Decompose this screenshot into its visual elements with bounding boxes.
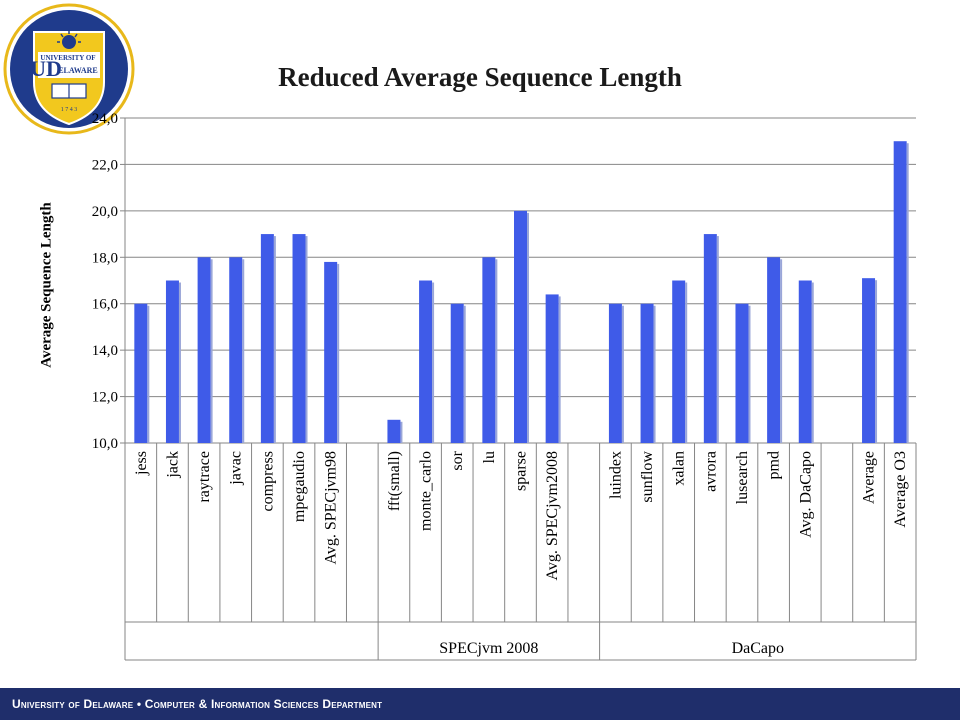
category-label: xalan [671,451,688,486]
category-label: Avg. SPECjvm2008 [544,451,561,581]
bar-shadow [653,305,656,443]
bar-shadow [811,282,814,443]
y-tick-label: 14,0 [92,343,118,359]
y-tick-label: 16,0 [92,297,118,313]
bar-shadow [780,259,783,443]
category-label: javac [228,451,245,486]
bar-shadow [242,259,245,443]
footer-text: University of Delaware • Computer & Info… [12,697,383,711]
y-tick-label: 24,0 [92,111,118,127]
bar-shadow [210,259,213,443]
y-tick-label: 10,0 [92,436,118,452]
bar-shadow [178,282,181,443]
bar-chart: 10,0 12,0 14,0 16,0 18,0 20,0 22,0 24,0 SPECjvm … [92,111,917,661]
chart-title: Reduced Average Sequence Length [278,62,682,92]
y-tick-label: 22,0 [92,157,118,173]
bar-shadow [875,280,878,443]
bar [893,141,907,443]
bar [735,303,749,443]
bar [292,234,306,443]
bar [229,257,243,443]
bar [672,280,686,443]
bar-shadow [273,236,276,443]
university-logo: UNIVERSITY OF UD ELAWARE 1 7 4 3 [3,3,135,135]
category-label: pmd [766,451,783,479]
bar [419,280,433,443]
group-label: SPECjvm 2008 [439,640,538,657]
category-label: Average O3 [892,451,909,528]
category-label: lusearch [734,451,751,504]
bar-shadow [906,143,909,443]
category-label: fft(small) [386,451,403,511]
bar-shadow [527,212,529,443]
category-label: compress [259,451,276,511]
y-tick-label: 18,0 [92,250,118,266]
bar-shadow [147,305,150,443]
category-label: Avg. DaCapo [797,451,814,538]
category-label: avrora [702,451,719,492]
bar [608,303,622,443]
category-label: sunflow [639,451,656,503]
bar [387,419,401,443]
bar [260,234,274,443]
y-tick-label: 20,0 [92,204,118,220]
bar [640,303,654,443]
svg-text:ELAWARE: ELAWARE [58,66,98,75]
category-label: monte_carlo [418,451,435,531]
footer-bar: University of Delaware • Computer & Info… [0,688,960,720]
bar [862,278,876,443]
bar [703,234,717,443]
category-label: raytrace [196,451,213,503]
bar-shadow [716,236,719,443]
bar-shadow [685,282,688,443]
bar-shadow [463,305,466,443]
bar [482,257,496,443]
category-label: lu [481,451,498,463]
category-label: luindex [607,451,624,499]
bar-shadow [305,236,308,443]
bar [798,280,812,443]
y-tick-label: 12,0 [92,390,118,406]
category-label: jack [164,451,181,479]
bar [514,210,527,443]
bar-shadow [400,421,403,443]
bar [324,261,338,443]
bar-shadow [432,282,435,443]
category-label: Avg. SPECjvm98 [323,451,340,565]
group-label: DaCapo [732,640,784,657]
svg-text:UD: UD [30,56,62,81]
bar-shadow [748,305,751,443]
svg-text:UNIVERSITY OF: UNIVERSITY OF [40,54,95,62]
category-label: Average [861,451,878,504]
bar [545,294,559,443]
category-label: sor [449,450,466,470]
bar-shadow [337,263,340,443]
category-label: mpegaudio [291,451,308,522]
svg-text:1 7 4 3: 1 7 4 3 [61,107,78,113]
bar-shadow [558,296,561,443]
bar [134,303,148,443]
category-label: jess [133,451,150,476]
bar-shadow [621,305,624,443]
bar-shadow [495,259,498,443]
bar [197,257,211,443]
bar [165,280,179,443]
bar [450,303,464,443]
category-label: sparse [513,451,530,491]
bar [767,257,781,443]
